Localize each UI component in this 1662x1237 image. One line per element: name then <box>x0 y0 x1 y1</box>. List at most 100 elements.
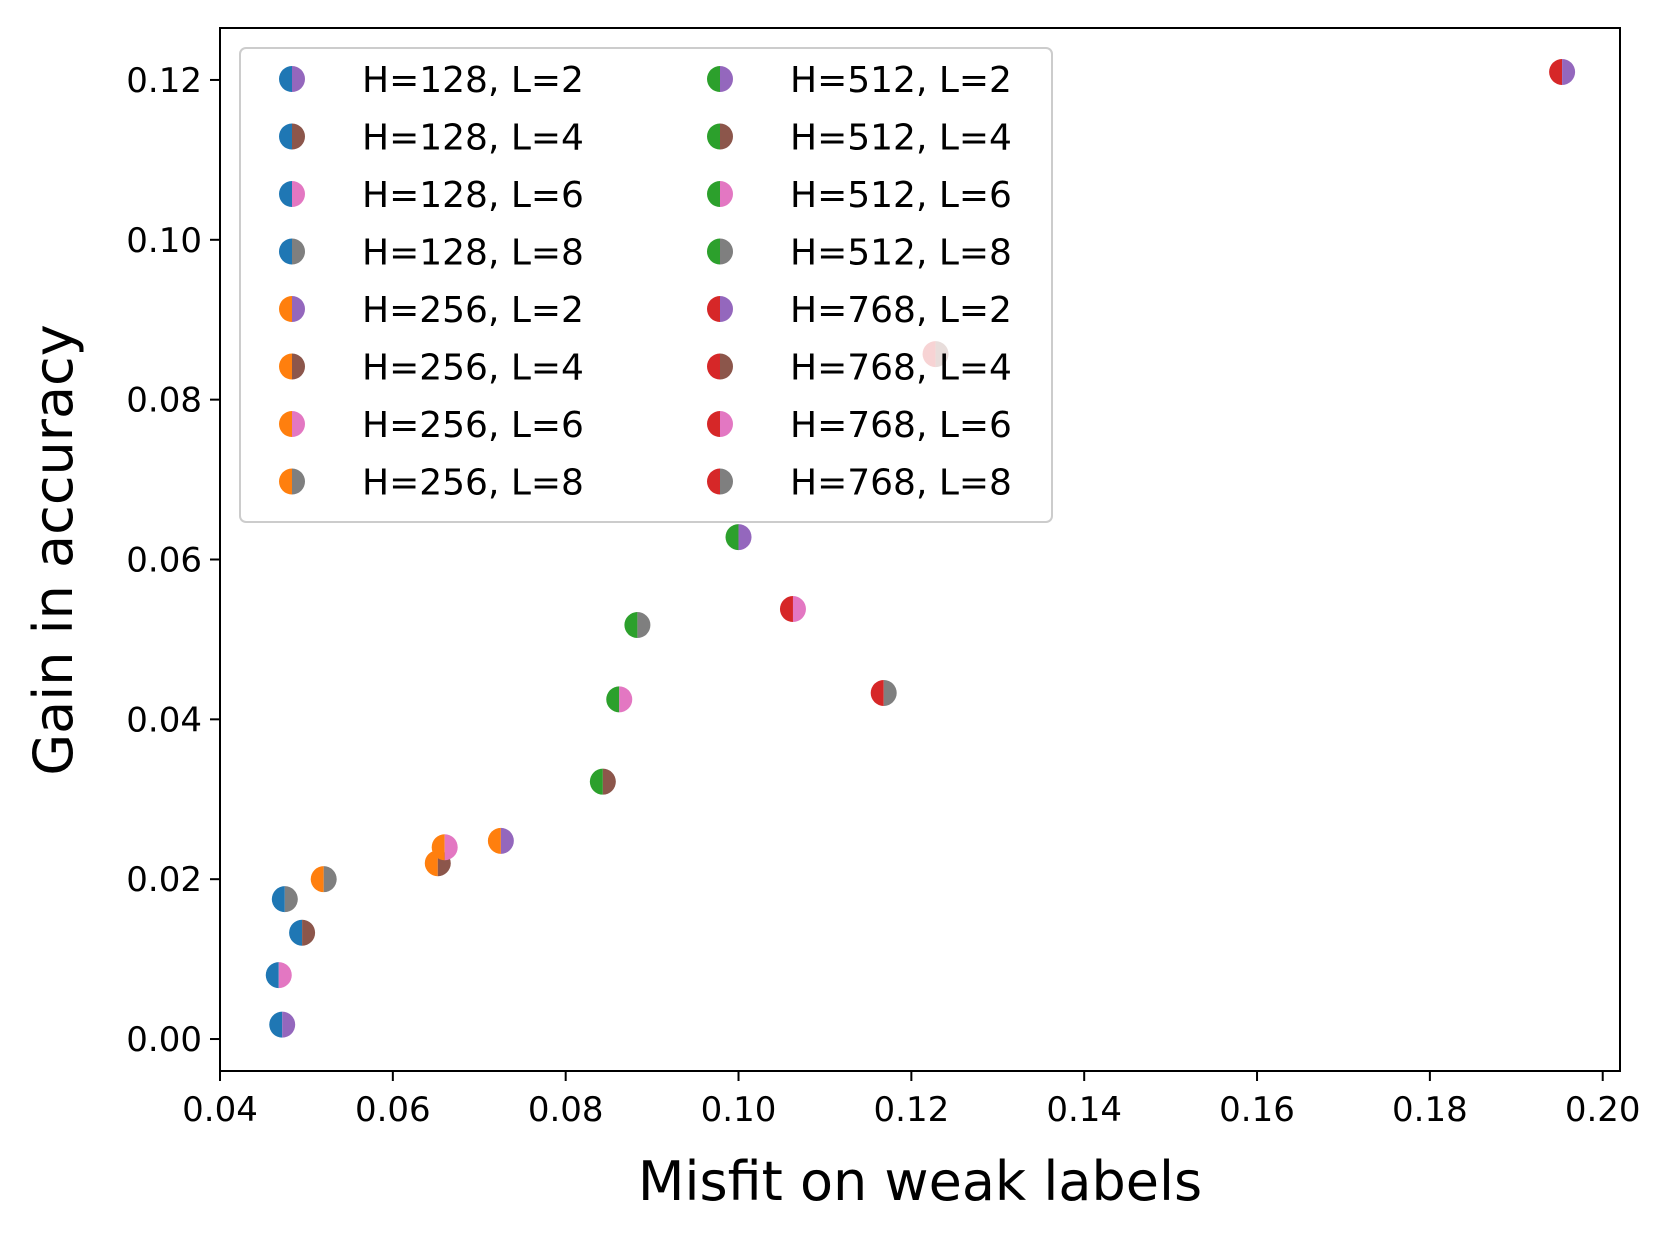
data-point-h128-l2 <box>269 1011 296 1038</box>
legend-item: H=512, L=4 <box>707 118 1012 159</box>
x-tick-label: 0.04 <box>182 1090 258 1130</box>
legend-label: H=768, L=2 <box>790 290 1012 331</box>
legend-marker <box>707 181 733 207</box>
marker-left-half <box>279 181 292 207</box>
data-point-h512-l2 <box>725 524 752 551</box>
x-tick-label: 0.16 <box>1219 1090 1295 1130</box>
marker-right-half <box>292 181 305 207</box>
marker-left-half <box>279 123 292 150</box>
x-tick-label: 0.14 <box>1046 1090 1122 1130</box>
marker-right-half <box>720 296 733 322</box>
marker-right-half <box>282 1011 296 1038</box>
marker-right-half <box>292 353 306 380</box>
marker-right-half <box>720 468 733 495</box>
legend-item: H=768, L=4 <box>707 348 1012 389</box>
marker-left-half <box>279 468 292 495</box>
marker-left-half <box>269 1011 283 1038</box>
marker-right-half <box>720 238 733 265</box>
marker-right-half <box>1562 58 1576 85</box>
marker-right-half <box>720 411 733 437</box>
legend-label: H=256, L=8 <box>362 463 584 504</box>
legend-item: H=768, L=6 <box>707 405 1012 446</box>
x-tick-label: 0.18 <box>1392 1090 1468 1130</box>
marker-right-half <box>792 596 806 623</box>
marker-left-half <box>707 468 720 495</box>
legend-item: H=128, L=8 <box>279 233 584 274</box>
data-point-h768-l8 <box>870 679 897 706</box>
marker-left-half <box>279 238 292 265</box>
y-tick-label: 0.08 <box>126 381 202 421</box>
legend-label: H=128, L=2 <box>362 60 584 101</box>
legend-marker <box>279 468 306 495</box>
marker-right-half <box>284 886 298 913</box>
marker-right-half <box>720 181 733 207</box>
data-point-h256-l6 <box>431 834 458 861</box>
marker-right-half <box>302 919 316 946</box>
legend-marker <box>707 296 733 322</box>
marker-left-half <box>487 827 501 854</box>
y-tick-label: 0.04 <box>126 700 202 740</box>
marker-left-half <box>431 834 445 861</box>
legend-label: H=512, L=2 <box>790 60 1012 101</box>
legend-marker <box>279 353 306 380</box>
marker-right-half <box>292 296 305 322</box>
x-axis-ticks: 0.04 0.06 0.08 0.10 0.12 0.14 0.16 0.18 0.20 <box>182 1071 1641 1130</box>
legend-item: H=512, L=6 <box>707 175 1012 216</box>
marker-right-half <box>619 686 633 713</box>
legend-label: H=768, L=6 <box>790 405 1012 446</box>
data-point-h768-l2 <box>1549 58 1576 85</box>
y-axis-title: Gain in accuracy <box>22 324 85 775</box>
data-point-h512-l8 <box>624 612 651 639</box>
data-point-h128-l4 <box>289 919 316 946</box>
legend-label: H=128, L=8 <box>362 233 584 274</box>
legend-item: H=512, L=8 <box>707 233 1012 274</box>
y-tick-label: 0.06 <box>126 540 202 580</box>
data-point-h512-l4 <box>589 768 616 795</box>
legend-item: H=512, L=2 <box>707 60 1012 101</box>
legend-marker <box>707 411 733 437</box>
y-tick-label: 0.00 <box>126 1020 202 1060</box>
y-tick-label: 0.12 <box>126 61 202 101</box>
legend-box <box>239 47 1053 523</box>
marker-left-half <box>1549 58 1563 85</box>
legend-label: H=256, L=2 <box>362 290 584 331</box>
plot-frame <box>219 27 1621 1072</box>
legend-item: H=256, L=4 <box>279 348 584 389</box>
legend-item: H=768, L=8 <box>707 463 1012 504</box>
data-point-h128-l6 <box>265 962 292 989</box>
marker-left-half <box>707 66 720 92</box>
marker-left-half <box>424 850 438 877</box>
legend-label: H=256, L=4 <box>362 348 584 389</box>
marker-left-half <box>779 596 793 623</box>
marker-right-half <box>720 66 733 92</box>
marker-left-half <box>707 123 720 150</box>
marker-right-half <box>720 123 733 150</box>
marker-left-half <box>707 353 720 380</box>
legend-marker <box>279 411 305 437</box>
legend-item: H=128, L=2 <box>279 60 584 101</box>
marker-right-half <box>637 612 651 639</box>
marker-left-half <box>279 411 292 437</box>
legend-label: H=768, L=4 <box>790 348 1012 389</box>
marker-left-half <box>265 962 279 989</box>
legend-label: H=768, L=8 <box>790 463 1012 504</box>
marker-right-half <box>883 679 897 706</box>
legend-item: H=256, L=6 <box>279 405 584 446</box>
legend-label: H=512, L=8 <box>790 233 1012 274</box>
marker-left-half <box>707 296 720 322</box>
y-tick-label: 0.02 <box>126 860 202 900</box>
marker-left-half <box>725 524 739 551</box>
legend-marker <box>279 66 305 92</box>
data-point-h512-l6 <box>606 686 633 713</box>
marker-left-half <box>707 181 720 207</box>
legend-label: H=128, L=4 <box>362 118 584 159</box>
marker-left-half <box>271 886 285 913</box>
marker-left-half <box>289 919 303 946</box>
marker-right-half <box>292 66 305 92</box>
x-tick-label: 0.06 <box>355 1090 431 1130</box>
x-tick-label: 0.12 <box>874 1090 950 1130</box>
legend-marker <box>279 123 306 150</box>
legend-marker <box>707 123 733 150</box>
marker-right-half <box>278 962 292 989</box>
